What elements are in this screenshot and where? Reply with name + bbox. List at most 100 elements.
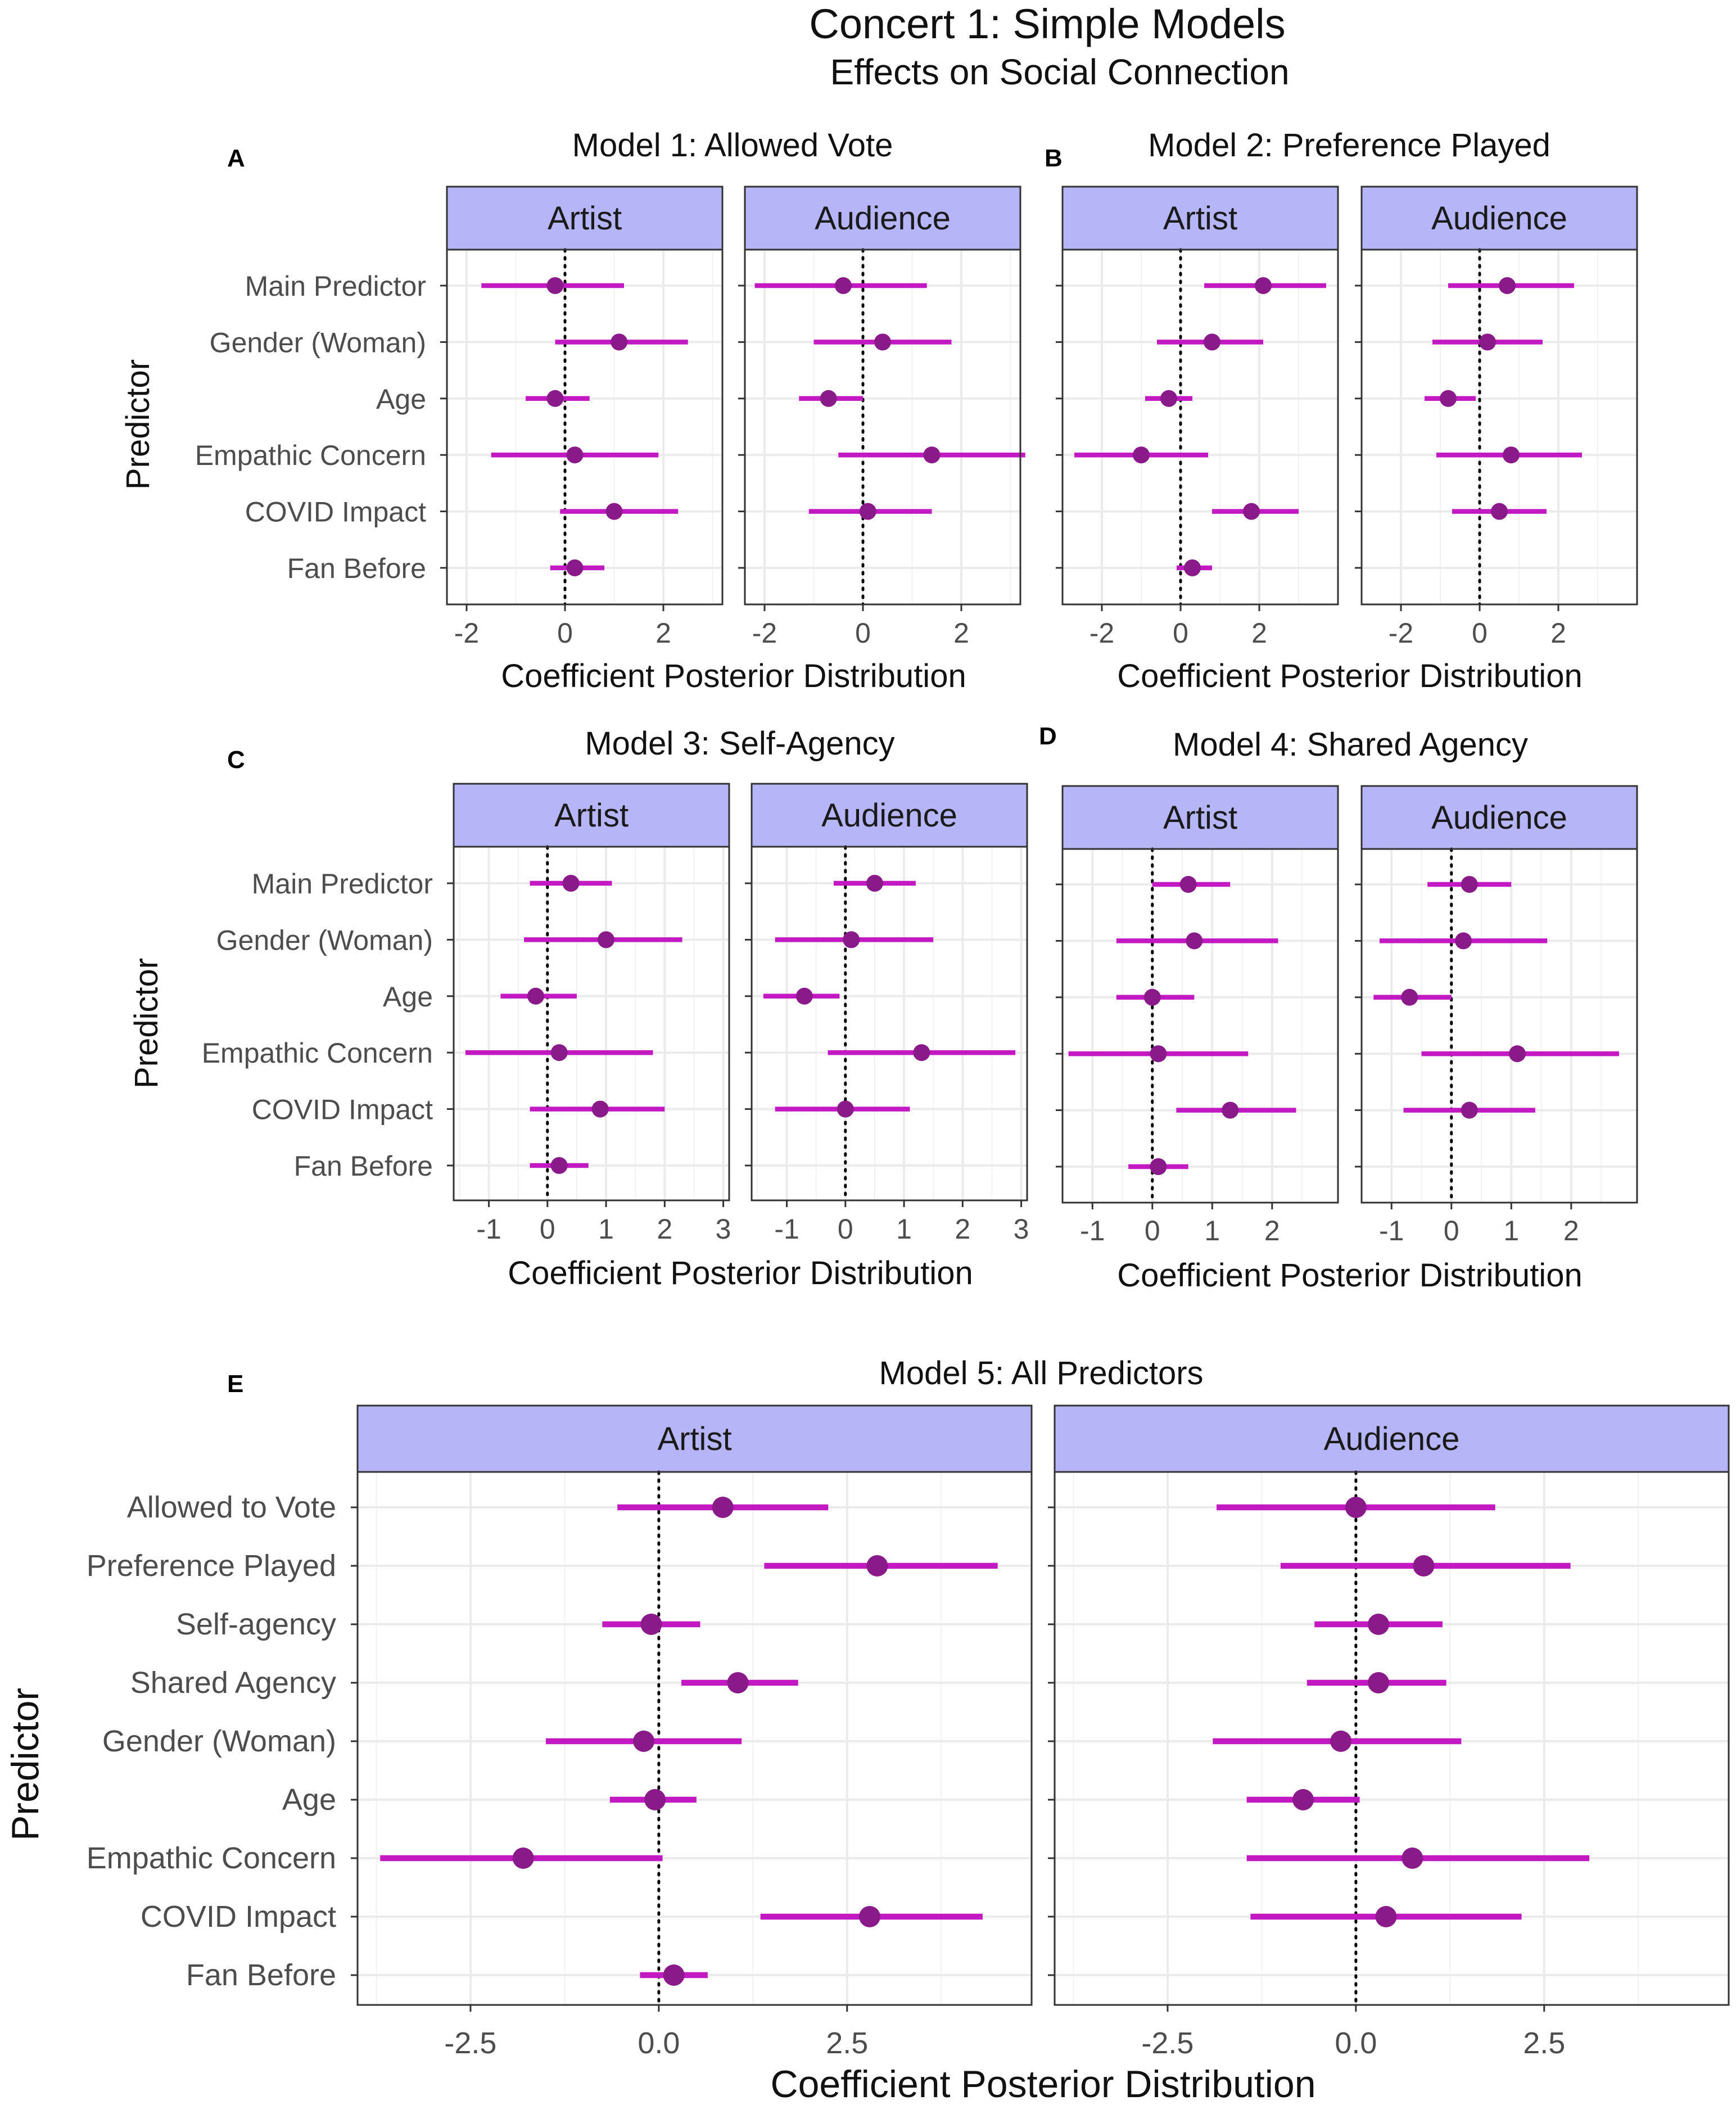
- point-estimate: [835, 277, 852, 294]
- figure-subtitle: Effects on Social Connection: [830, 52, 1289, 92]
- point-estimate: [566, 446, 584, 464]
- point-estimate: [1503, 446, 1520, 464]
- facet-border: [1360, 848, 1638, 1204]
- point-estimate: [727, 1672, 749, 1693]
- y-tick-label: Self-agency: [176, 1607, 336, 1641]
- panel-e: E Model 5: All Predictors Artist -2.5 0.0 2.5…: [4, 1355, 1730, 2105]
- x-tick-label: 3: [1014, 1213, 1029, 1245]
- point-estimate: [644, 1789, 666, 1810]
- point-estimate: [1143, 988, 1161, 1006]
- y-axis-label: Predictor: [120, 359, 156, 490]
- facet-strip-label: Audience: [1431, 799, 1567, 836]
- y-tick-label: Fan Before: [186, 1958, 336, 1992]
- y-tick-label: Gender (Woman): [216, 924, 433, 956]
- point-estimate: [859, 503, 876, 520]
- y-tick-label: COVID Impact: [141, 1900, 336, 1934]
- facet-artist: Artist -2.5 0.0 2.5: [351, 1404, 1033, 2060]
- facet-strip: [1061, 785, 1339, 850]
- facet-strip-label: Audience: [815, 200, 951, 237]
- y-tick-label: Main Predictor: [252, 868, 433, 900]
- point-estimate: [546, 277, 564, 294]
- x-tick-label: 2: [953, 617, 969, 649]
- point-estimate: [866, 1555, 888, 1577]
- y-tick-label: Gender (Woman): [210, 327, 426, 358]
- facet-audience: Audience -2 0 2: [738, 186, 1025, 649]
- point-estimate: [1461, 876, 1478, 893]
- x-tick-label: 0: [838, 1213, 853, 1245]
- y-tick-label: COVID Impact: [252, 1094, 433, 1126]
- point-estimate: [1179, 876, 1197, 893]
- x-axis-label: Coefficient Posterior Distribution: [501, 658, 966, 694]
- facet-strip: [453, 783, 730, 848]
- facet-border: [1061, 249, 1339, 606]
- facet-strip-label: Artist: [1163, 200, 1237, 237]
- facet-strip: [744, 186, 1021, 251]
- y-tick-label: Allowed to Vote: [127, 1490, 336, 1524]
- facet-audience: Audience -1 0 1 2 3: [745, 783, 1029, 1245]
- y-tick-label: Age: [376, 383, 426, 415]
- facet-border: [446, 249, 724, 606]
- x-tick-label: 2.5: [1523, 2026, 1565, 2060]
- facet-audience: Audience -1 0 1 2: [1355, 785, 1638, 1246]
- facet-strip: [446, 186, 724, 251]
- point-estimate: [1508, 1045, 1526, 1063]
- x-tick-label: 0: [1444, 1215, 1459, 1246]
- x-tick-label: 3: [716, 1213, 731, 1245]
- x-tick-label: -2.5: [1141, 2026, 1194, 2060]
- facet-strip-label: Artist: [554, 797, 629, 834]
- x-tick-label: 0.0: [638, 2026, 680, 2060]
- point-estimate: [1243, 503, 1260, 520]
- point-estimate: [1160, 390, 1177, 407]
- y-tick-label: COVID Impact: [245, 496, 426, 528]
- y-tick-label: Main Predictor: [245, 270, 426, 302]
- x-tick-label: 0.0: [1335, 2026, 1377, 2060]
- point-estimate: [546, 390, 564, 407]
- y-tick-label: Age: [282, 1783, 336, 1817]
- x-tick-label: -2: [1089, 617, 1114, 649]
- point-estimate: [1402, 1847, 1423, 1869]
- facet-artist: Artist -1 0 1 2 3: [447, 783, 731, 1245]
- panel-title: Model 4: Shared Agency: [1173, 726, 1528, 763]
- panel-title: Model 1: Allowed Vote: [572, 127, 893, 164]
- x-tick-label: 2: [657, 1213, 672, 1245]
- panel-label: C: [227, 746, 245, 774]
- point-estimate: [1368, 1614, 1390, 1635]
- facet-strip-label: Artist: [1163, 799, 1237, 836]
- facet-artist: Artist -2 0 2: [1056, 186, 1339, 649]
- point-estimate: [550, 1044, 568, 1061]
- point-estimate: [591, 1100, 609, 1118]
- x-tick-label: 1: [896, 1213, 912, 1245]
- facet-artist: Artist -1 0 1 2: [1056, 785, 1339, 1246]
- point-estimate: [1440, 390, 1457, 407]
- x-tick-label: 1: [1503, 1215, 1519, 1246]
- y-tick-label: Preference Played: [87, 1549, 336, 1583]
- y-tick-label: Fan Before: [287, 553, 426, 584]
- facet-strip: [1360, 785, 1638, 850]
- facet-border: [1054, 1471, 1730, 2006]
- point-estimate: [913, 1044, 930, 1061]
- point-estimate: [1292, 1789, 1314, 1810]
- x-tick-label: 2.5: [826, 2026, 868, 2060]
- facet-border: [1360, 249, 1638, 606]
- x-tick-label: 0: [1145, 1215, 1160, 1246]
- point-estimate: [858, 1906, 880, 1927]
- point-estimate: [1368, 1672, 1390, 1693]
- point-estimate: [923, 446, 941, 464]
- point-estimate: [1186, 932, 1203, 950]
- y-tick-label: Age: [383, 981, 433, 1013]
- point-estimate: [1499, 277, 1516, 294]
- x-tick-label: 1: [1204, 1215, 1220, 1246]
- point-estimate: [820, 390, 837, 407]
- x-tick-label: -2: [454, 617, 479, 649]
- facet-strip: [356, 1404, 1033, 1473]
- point-estimate: [1455, 932, 1472, 950]
- point-estimate: [566, 559, 584, 576]
- facet-audience: Audience -2.5 0.0 2.5: [1048, 1404, 1730, 2060]
- x-tick-label: -1: [774, 1213, 799, 1245]
- x-tick-label: -2: [752, 617, 777, 649]
- point-estimate: [1222, 1101, 1239, 1119]
- facet-strip-label: Audience: [1324, 1421, 1460, 1457]
- point-estimate: [1375, 1906, 1397, 1927]
